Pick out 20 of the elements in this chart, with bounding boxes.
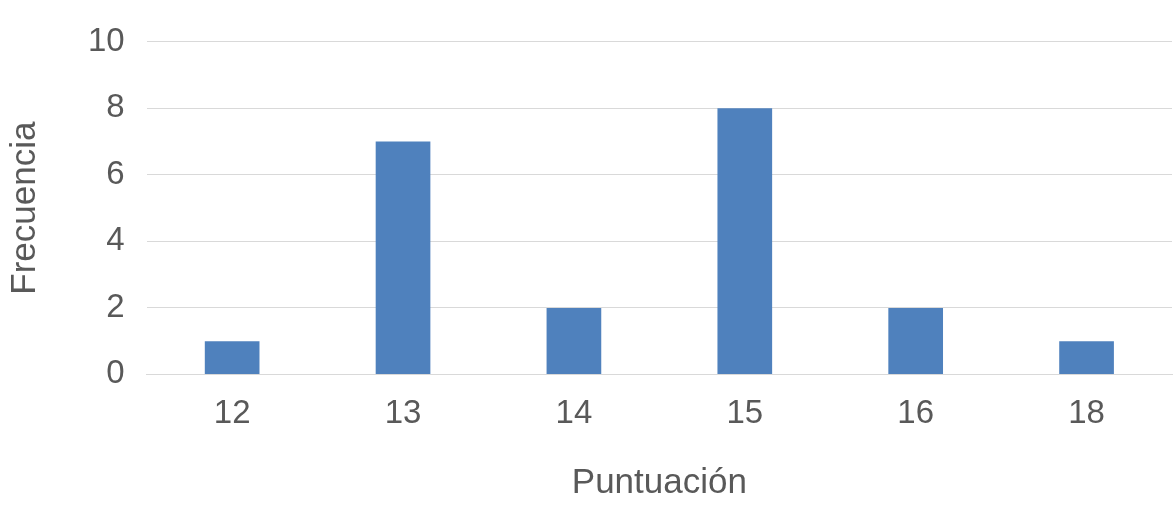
bar	[888, 307, 944, 374]
y-tick-label: 2	[106, 286, 125, 324]
x-tick-label: 16	[897, 393, 935, 431]
x-axis-title: Puntuación	[571, 460, 747, 500]
bar	[204, 341, 260, 374]
x-tick-label: 12	[213, 393, 251, 431]
y-tick-label: 8	[106, 87, 125, 125]
y-tick-label: 4	[106, 220, 125, 258]
y-tick-label: 0	[106, 353, 125, 391]
bar	[717, 108, 773, 374]
bar	[546, 307, 602, 374]
y-tick-label: 10	[87, 20, 125, 58]
x-tick-label: 14	[555, 393, 593, 431]
x-tick-label: 13	[384, 393, 422, 431]
y-tick-label: 6	[106, 153, 125, 191]
x-tick-label: 18	[1068, 393, 1105, 431]
x-tick-label: 15	[726, 393, 764, 431]
bar	[375, 141, 431, 374]
bar	[1059, 341, 1114, 374]
y-axis-title: Frecuencia	[2, 121, 42, 295]
